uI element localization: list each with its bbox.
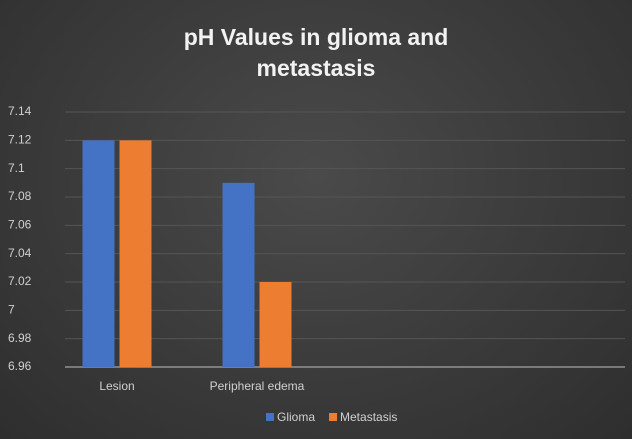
bar <box>82 140 115 367</box>
y-tick-label: 7.08 <box>8 189 32 203</box>
y-tick-label: 6.96 <box>8 359 32 373</box>
y-tick-label: 7.1 <box>8 161 25 175</box>
y-tick-label: 7.14 <box>8 104 32 118</box>
bar <box>259 282 292 367</box>
y-tick-label: 7.12 <box>8 133 32 147</box>
legend-swatch <box>329 413 338 421</box>
chart-title: pH Values in glioma and metastasis <box>183 24 449 81</box>
y-tick-label: 7.02 <box>8 274 32 288</box>
bar <box>222 182 255 367</box>
x-tick-label: Peripheral edema <box>210 379 305 393</box>
legend-label: Glioma <box>277 410 315 424</box>
y-tick-label: 7 <box>8 303 15 317</box>
legend-swatch <box>266 413 274 421</box>
y-tick-label: 7.04 <box>8 246 32 260</box>
y-tick-label: 7.06 <box>8 218 32 232</box>
legend-label: Metastasis <box>340 410 397 424</box>
x-tick-label: Lesion <box>99 379 134 393</box>
y-tick-label: 6.98 <box>8 331 32 345</box>
bar <box>119 140 152 367</box>
